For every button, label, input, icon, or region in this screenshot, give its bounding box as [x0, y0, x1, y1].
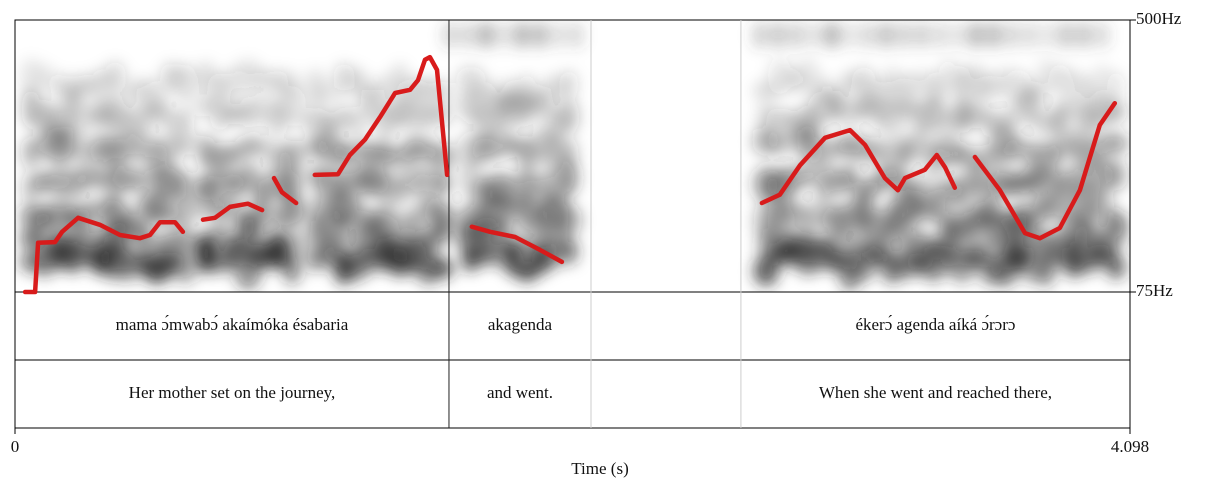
spectrogram-energy	[375, 167, 397, 205]
interval-label: ékerɔ́ agenda aíká ɔ́rɔrɔ	[855, 314, 1015, 334]
spectrogram-energy	[824, 21, 840, 49]
interval-label: When she went and reached there,	[819, 383, 1052, 402]
spectrogram-energy	[896, 21, 912, 49]
spectrogram-energy	[1094, 21, 1110, 49]
spectrogram-energy	[280, 70, 304, 99]
spectrogram-energy	[277, 228, 307, 265]
spectrogram-energy	[568, 21, 584, 49]
spectrogram-energy	[559, 236, 579, 259]
spectrogram-energy	[558, 99, 580, 134]
spectrogram-energy	[1040, 21, 1056, 49]
spectrogram-energy	[753, 256, 779, 287]
spectrogram-energy	[516, 196, 538, 235]
spectrogram-energy	[1104, 159, 1128, 191]
spectrogram-energy	[784, 229, 804, 255]
spectrogram-energy	[348, 106, 368, 143]
interval-label: mama ɔ́mwabɔ́ akaímóka ésabaria	[116, 314, 349, 334]
spectrogram-energy	[19, 57, 43, 97]
spectrogram-energy	[842, 21, 858, 49]
spectrogram-energy	[550, 21, 566, 49]
spectrogram-energy	[103, 61, 127, 91]
spectrogram-energy	[752, 21, 768, 49]
spectrogram-energy	[172, 171, 198, 202]
spectrogram-energy	[172, 252, 198, 284]
spectrogram-energy	[175, 106, 195, 129]
y-tick-label: 500Hz	[1136, 9, 1182, 28]
spectrogram-energy	[770, 21, 786, 49]
x-axis-label: Time (s)	[571, 459, 628, 478]
spectrogram-energy	[860, 21, 876, 49]
spectrogram-energy	[1089, 192, 1115, 219]
spectrogram-energy	[1102, 132, 1130, 155]
spectrogram-energy	[144, 80, 170, 108]
spectrogram-energy	[558, 159, 580, 196]
plot-frame	[14, 19, 1131, 429]
spectrogram-energy	[432, 172, 452, 195]
spectrogram-energy	[840, 162, 860, 191]
spectrogram-energy	[278, 139, 306, 174]
spectrogram	[18, 21, 1130, 292]
spectrogram-energy	[986, 21, 1002, 49]
spectrogram-energy	[173, 125, 197, 155]
spectrogram-energy	[1106, 71, 1126, 106]
spectrogram-energy	[798, 208, 818, 241]
interval-label: and went.	[487, 383, 553, 402]
spectrogram-energy	[514, 21, 530, 49]
spectrogram-energy	[559, 70, 579, 100]
spectrogram-energy	[556, 205, 582, 236]
spectrogram-energy	[429, 81, 455, 105]
spectrogram-energy	[544, 133, 566, 173]
interval-label: Her mother set on the journey,	[129, 383, 336, 402]
spectrogram-energy	[278, 85, 306, 126]
spectrogram-energy	[496, 21, 512, 49]
spectrogram-energy	[429, 258, 455, 279]
spectrogram-energy	[1004, 21, 1020, 49]
spectrogram-energy	[559, 138, 579, 169]
pitch-contour	[22, 54, 1118, 295]
spectrogram-energy	[460, 21, 476, 49]
spectrogram-energy	[320, 113, 340, 136]
spectrogram-energy	[209, 96, 231, 133]
spectrogram-energy	[478, 21, 494, 49]
spectrogram-energy	[910, 176, 930, 213]
interval-label: akagenda	[488, 315, 553, 334]
spectrogram-energy	[1105, 211, 1127, 237]
x-tick-label: 4.098	[1111, 437, 1149, 456]
spectrogram-energy	[1058, 21, 1074, 49]
spectrogram-energy	[282, 257, 302, 285]
spectrogram-energy	[171, 64, 199, 104]
x-tick-label: 0	[11, 437, 20, 456]
spectrogram-energy	[968, 21, 984, 49]
spectrogram-energy	[430, 200, 454, 240]
spectrogram-energy	[172, 194, 198, 226]
spectrogram-energy	[236, 208, 260, 237]
spectrogram-energy	[806, 21, 822, 49]
spectrogram-energy	[950, 21, 966, 49]
spectrogram-energy	[788, 21, 804, 49]
spectrogram-energy	[1022, 21, 1038, 49]
y-tick-label: 75Hz	[1136, 281, 1173, 300]
spectrogram-energy	[878, 21, 894, 49]
spectrogram-energy	[1106, 254, 1126, 280]
spectrogram-energy	[532, 21, 548, 49]
spectrogram-energy	[932, 21, 948, 49]
spectrogram-energy	[428, 143, 456, 172]
spectrogram-energy	[278, 196, 306, 228]
spectrogram-energy	[1092, 64, 1112, 88]
spectrogram-energy	[914, 21, 930, 49]
spectrogram-energy	[1076, 21, 1092, 49]
spectrogram-energy	[413, 165, 443, 205]
spectrogram-energy	[442, 21, 458, 49]
